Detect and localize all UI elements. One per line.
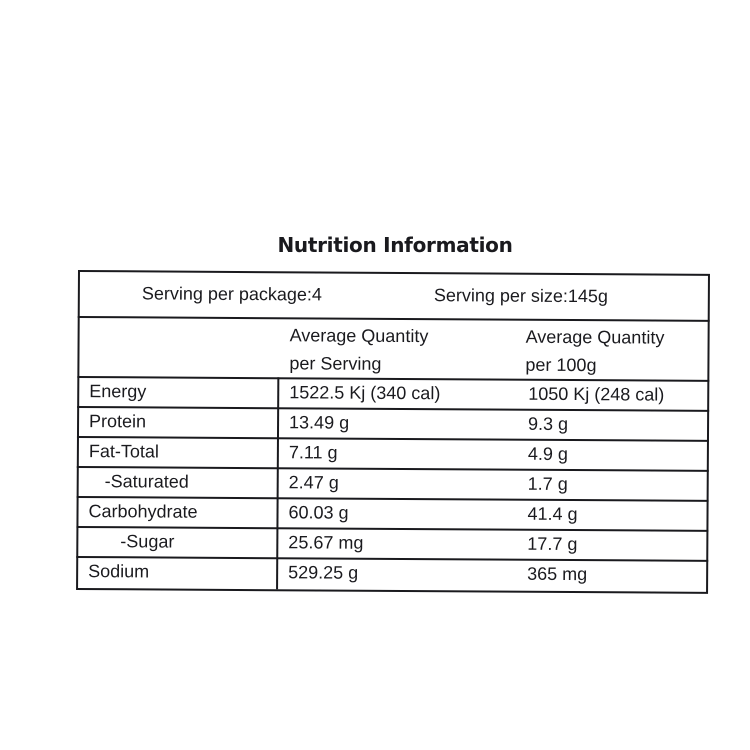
nutrient-name: -Sugar [120, 531, 175, 552]
serving-info-row: Serving per package:4 Serving per size:1… [77, 270, 710, 322]
nutrient-name: Protein [89, 411, 147, 432]
header-per-100g-line1: Average Quantity [525, 326, 665, 348]
per-serving-value: 60.03 g [288, 502, 349, 523]
per-serving-value: 13.49 g [289, 412, 350, 433]
per-serving-value: 2.47 g [288, 472, 339, 493]
table-row: Carbohydrate 60.03 g 41.4 g [76, 495, 709, 530]
nutrition-title: Nutrition Information [277, 233, 513, 257]
header-per-serving: Average Quantity per Serving [289, 321, 428, 378]
table-row: Fat-Total 7.11 g 4.9 g [76, 435, 709, 470]
per-100g-value: 17.7 g [527, 533, 578, 555]
nutrient-name: Carbohydrate [88, 501, 198, 522]
per-100g-value: 4.9 g [527, 443, 568, 464]
header-per-100g: Average Quantity per 100g [525, 323, 664, 380]
per-100g-value: 365 mg [527, 563, 588, 585]
header-per-serving-line1: Average Quantity [289, 325, 429, 347]
table-row: Protein 13.49 g 9.3 g [76, 405, 710, 440]
header-per-100g-line2: per 100g [525, 354, 597, 376]
nutrient-name: Sodium [88, 561, 150, 582]
nutrient-name: -Saturated [104, 471, 189, 492]
nutrition-panel: Serving per package:4 Serving per size:1… [76, 270, 710, 594]
table-row: Sodium 529.25 g 365 mg [76, 555, 709, 592]
nutrient-name: Fat-Total [88, 441, 159, 462]
per-serving-value: 1522.5 Kj (340 cal) [289, 382, 441, 404]
table-row: -Saturated 2.47 g 1.7 g [76, 465, 709, 500]
per-100g-value: 9.3 g [528, 413, 569, 434]
table-row: Energy 1522.5 Kj (340 cal) 1050 Kj (248 … [77, 375, 710, 410]
table-row: -Sugar 25.67 mg 17.7 g [76, 525, 709, 560]
per-100g-value: 1050 Kj (248 cal) [528, 383, 665, 405]
per-serving-value: 25.67 mg [288, 532, 364, 553]
per-serving-value: 529.25 g [288, 562, 359, 583]
per-serving-value: 7.11 g [288, 442, 338, 463]
per-100g-value: 1.7 g [527, 473, 568, 494]
per-100g-value: 41.4 g [527, 503, 578, 525]
serving-per-package: Serving per package:4 [141, 283, 323, 305]
header-per-serving-line2: per Serving [289, 353, 382, 374]
serving-per-size: Serving per size:145g [433, 285, 609, 307]
column-header-row: Average Quantity per Serving Average Qua… [77, 318, 709, 380]
nutrient-name: Energy [89, 381, 147, 402]
